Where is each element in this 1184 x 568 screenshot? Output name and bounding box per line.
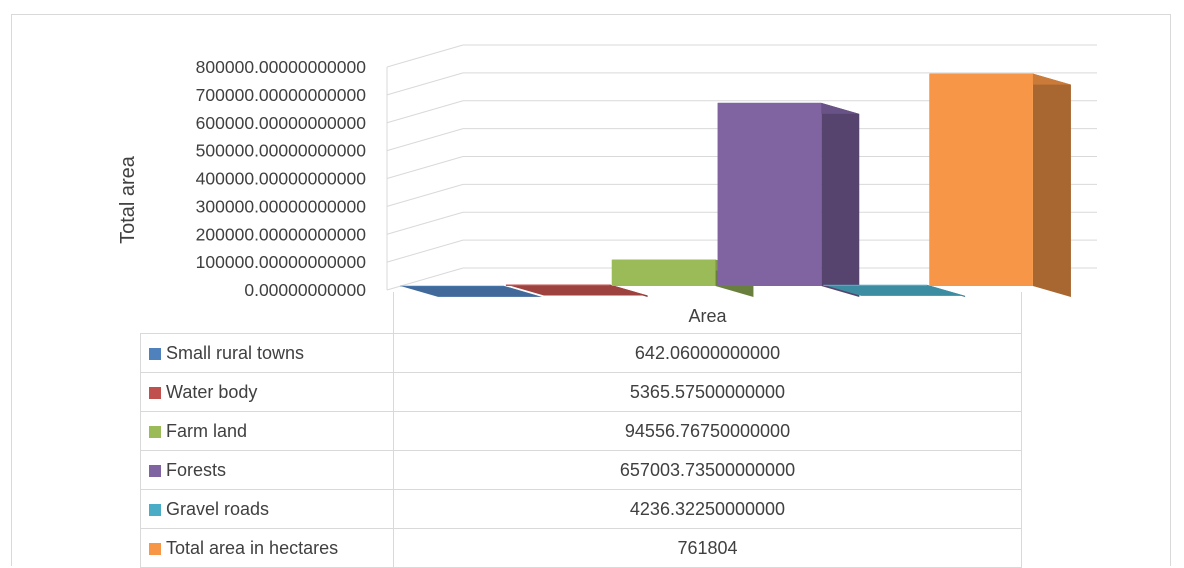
table-corner [140, 292, 394, 334]
series-name: Gravel roads [166, 498, 270, 519]
series-name: Forests [166, 459, 227, 480]
table-row: Total area in hectares 761804 [140, 528, 1022, 568]
bar [505, 284, 610, 286]
legend-swatch [149, 542, 161, 555]
table-row: Small rural towns 642.06000000000 [140, 333, 1022, 373]
y-tick-label: 800000.00000000000 [196, 57, 367, 77]
table-row: Water body 5365.57500000000 [140, 372, 1022, 412]
data-value: 642.06000000000 [393, 333, 1022, 373]
bar-side [1032, 73, 1071, 298]
series-name: Total area in hectares [166, 537, 339, 558]
y-tick-label: 200000.00000000000 [196, 224, 367, 244]
side-gridline [386, 44, 464, 68]
side-gridline [386, 72, 464, 96]
y-tick-label: 100000.00000000000 [196, 252, 367, 272]
side-gridline [386, 239, 464, 263]
series-name: Small rural towns [166, 342, 305, 363]
side-gridline [386, 156, 464, 179]
x-axis-category-label: Area [393, 292, 1022, 334]
legend-swatch [149, 464, 161, 477]
y-tick-label: 700000.00000000000 [196, 85, 367, 105]
data-value: 657003.73500000000 [393, 450, 1022, 490]
bar [823, 284, 928, 286]
series-name: Farm land [166, 420, 248, 441]
y-axis-label: Total area [117, 155, 139, 244]
legend-cell: Total area in hectares [140, 528, 394, 568]
y-tick-label: 600000.00000000000 [196, 113, 367, 133]
legend-cell: Forests [140, 450, 394, 490]
chart-frame [11, 14, 1171, 566]
bar [929, 73, 1033, 287]
legend-swatch [149, 347, 161, 360]
side-gridline [386, 267, 464, 291]
legend-cell: Gravel roads [140, 489, 394, 529]
series-name: Water body [166, 381, 258, 402]
bar-side [821, 102, 860, 298]
bar [611, 259, 716, 286]
data-value: 4236.32250000000 [393, 489, 1022, 529]
legend-cell: Small rural towns [140, 333, 394, 373]
y-tick-label: 500000.00000000000 [196, 141, 367, 161]
side-gridline [386, 211, 464, 235]
side-gridline [386, 100, 464, 124]
bar [717, 102, 822, 287]
data-table: Area Small rural towns 642.06000000000 Wat… [140, 292, 1022, 568]
table-row: Gravel roads 4236.32250000000 [140, 489, 1022, 529]
legend-swatch [149, 425, 161, 438]
legend-cell: Farm land [140, 411, 394, 451]
legend-swatch [149, 386, 161, 399]
bar [400, 285, 504, 287]
legend-cell: Water body [140, 372, 394, 412]
data-value: 761804 [393, 528, 1022, 568]
y-tick-label: 400000.00000000000 [196, 169, 367, 189]
table-row: Forests 657003.73500000000 [140, 450, 1022, 490]
side-gridline [386, 183, 464, 207]
y-tick-label: 300000.00000000000 [196, 196, 367, 216]
table-row: Farm land 94556.76750000000 [140, 411, 1022, 451]
legend-swatch [149, 503, 161, 516]
side-gridline [386, 128, 464, 152]
data-value: 5365.57500000000 [393, 372, 1022, 412]
data-value: 94556.76750000000 [393, 411, 1022, 451]
